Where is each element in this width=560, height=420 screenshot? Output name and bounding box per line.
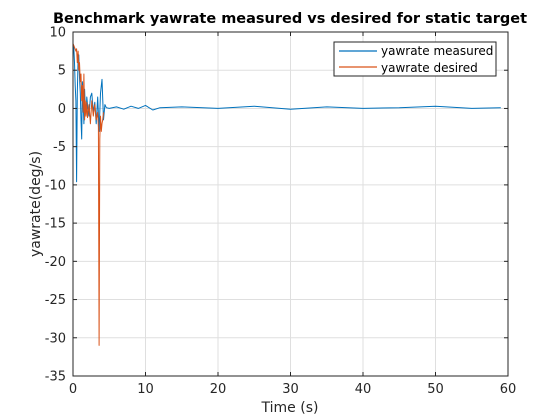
x-tick-label: 40 — [355, 382, 372, 397]
y-tick-label: -35 — [45, 370, 66, 385]
x-tick-label: 0 — [69, 382, 77, 397]
x-tick-label: 20 — [210, 382, 227, 397]
y-axis-label: yawrate(deg/s) — [28, 151, 44, 257]
y-tick-label: -15 — [45, 217, 66, 232]
y-tick-label: 0 — [58, 102, 66, 117]
x-tick-label: 50 — [427, 382, 444, 397]
series-line-yawrate-desired — [72, 43, 104, 346]
y-tick-label: -10 — [45, 178, 66, 193]
series-layer — [72, 43, 501, 346]
x-axis-label: Time (s) — [261, 400, 319, 416]
chart-title: Benchmark yawrate measured vs desired fo… — [53, 11, 527, 27]
x-tick-labels: 0 10 20 30 40 50 60 — [69, 382, 516, 397]
y-tick-labels: 10 5 0 -5 -10 -15 -20 -25 -30 -35 — [45, 26, 66, 385]
y-tick-label: 5 — [58, 64, 66, 79]
grid — [73, 32, 508, 376]
axis-ticks — [72, 31, 509, 377]
x-tick-label: 60 — [500, 382, 517, 397]
y-tick-label: 10 — [49, 26, 66, 41]
legend-label-measured: yawrate measured — [381, 44, 493, 58]
legend: yawrate measured yawrate desired — [333, 41, 497, 77]
y-tick-label: -30 — [45, 331, 66, 346]
x-tick-label: 10 — [137, 382, 154, 397]
plot-area — [72, 31, 509, 377]
y-tick-label: -25 — [45, 293, 66, 308]
y-tick-label: -20 — [45, 255, 66, 270]
legend-label-desired: yawrate desired — [381, 61, 478, 75]
legend-box — [333, 41, 497, 77]
x-tick-label: 30 — [282, 382, 299, 397]
y-tick-label: -5 — [53, 140, 66, 155]
